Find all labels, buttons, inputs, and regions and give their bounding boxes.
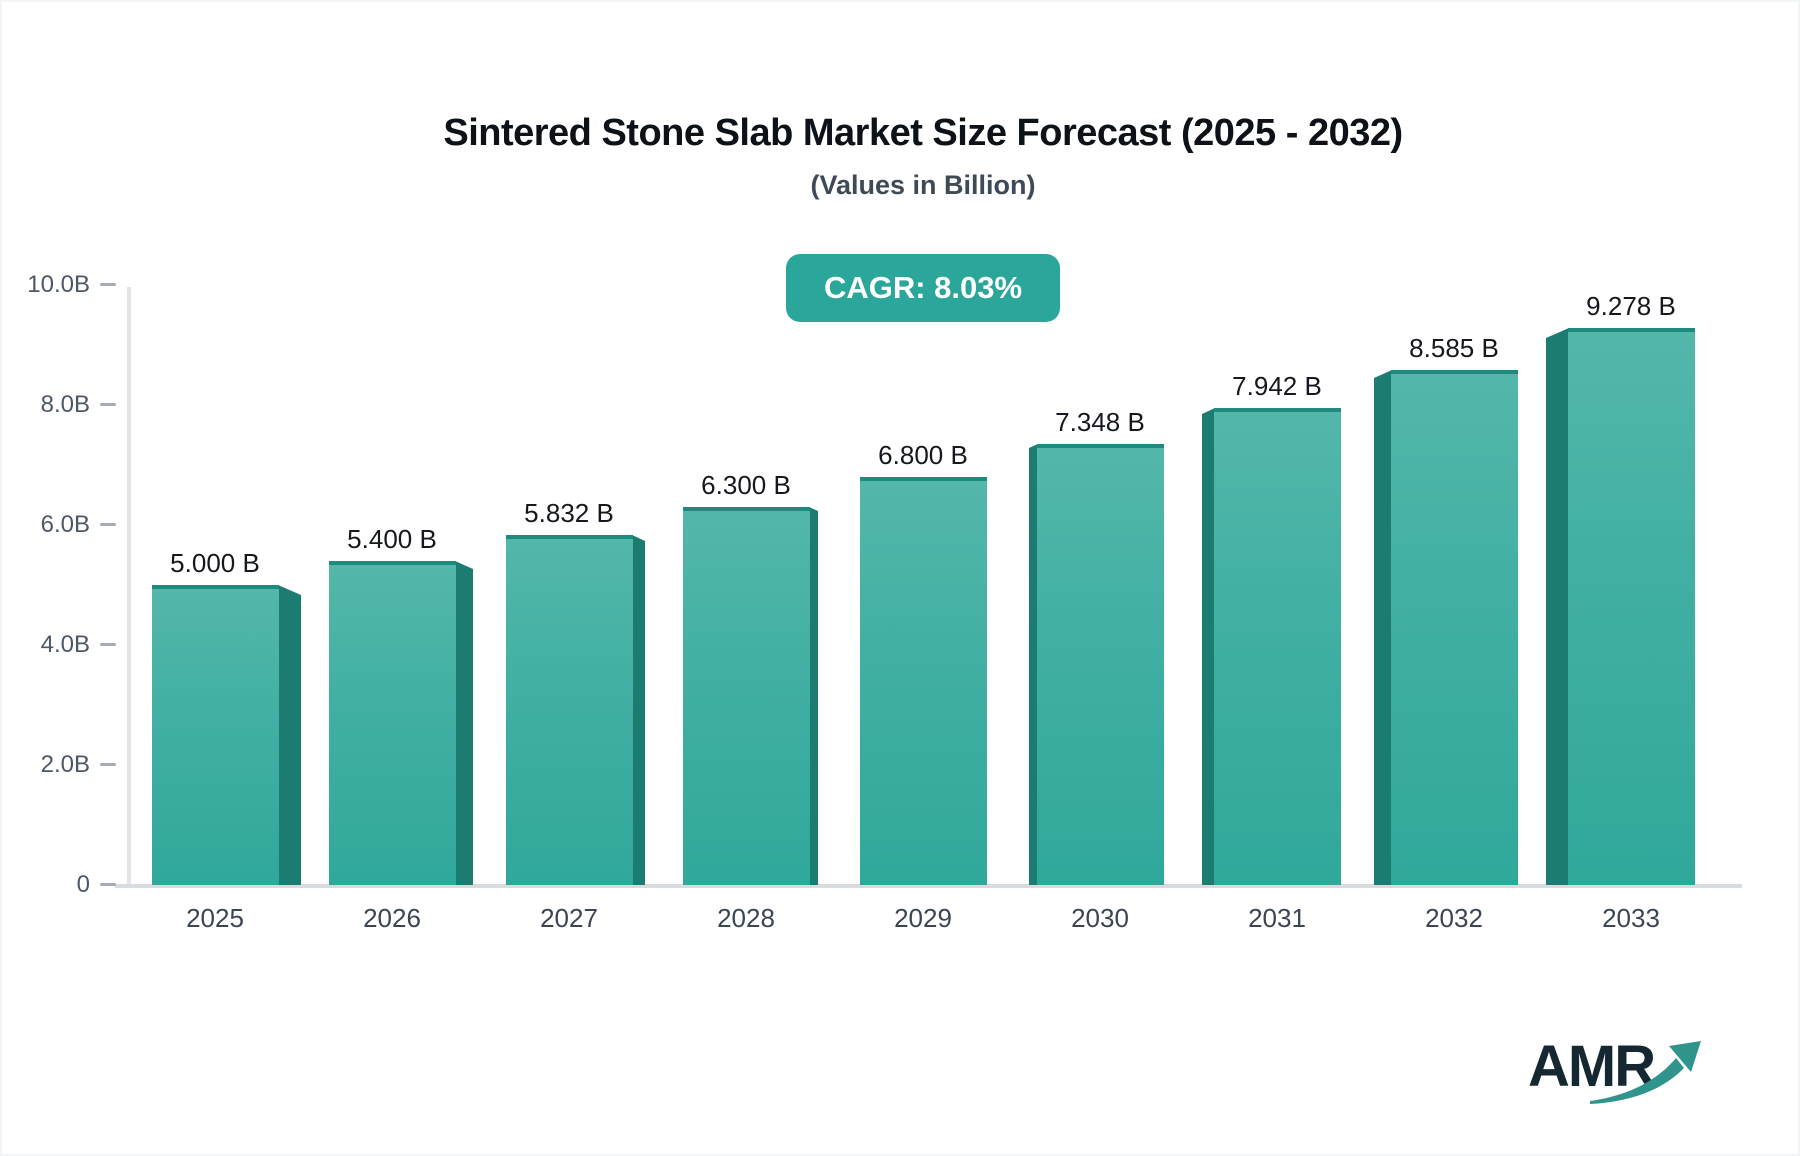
chart-title: Sintered Stone Slab Market Size Forecast…: [443, 112, 1403, 154]
bar-side-face: [1029, 444, 1038, 885]
y-tick-label: 0: [76, 871, 90, 898]
bar-side-face: [455, 561, 473, 885]
bar-value-label: 6.800 B: [878, 440, 968, 470]
bar-side-face: [809, 507, 818, 885]
bar: [1568, 328, 1695, 885]
bar-value-label: 9.278 B: [1586, 291, 1676, 321]
y-tick-label: 4.0B: [40, 631, 90, 658]
bar-value-label: 7.348 B: [1055, 407, 1145, 437]
bar: [1037, 444, 1164, 885]
y-tick-dash: [100, 883, 116, 886]
y-tick-dash: [100, 283, 116, 286]
y-tick-label: 2.0B: [40, 751, 90, 778]
x-tick-label: 2026: [363, 903, 421, 933]
y-tick-dash: [100, 523, 116, 526]
bar: [860, 477, 987, 885]
x-tick-label: 2031: [1248, 903, 1306, 933]
bar: [152, 585, 279, 885]
bar-side-face: [1374, 370, 1392, 885]
x-tick-label: 2027: [540, 903, 598, 933]
bar: [1214, 408, 1341, 885]
x-tick-label: 2030: [1071, 903, 1129, 933]
y-tick-label: 6.0B: [40, 511, 90, 538]
x-tick-label: 2025: [186, 903, 244, 933]
y-axis-line: [127, 287, 131, 887]
bar-side-face: [632, 535, 645, 885]
cagr-badge: CAGR: 8.03%: [786, 254, 1060, 322]
y-tick-dash: [100, 403, 116, 406]
x-tick-label: 2029: [894, 903, 952, 933]
bar-value-label: 6.300 B: [701, 470, 791, 500]
y-tick-dash: [100, 643, 116, 646]
bar-side-face: [278, 585, 301, 885]
brand-logo: AMR: [1528, 1034, 1656, 1108]
bar-value-label: 7.942 B: [1232, 371, 1322, 401]
bar: [329, 561, 456, 885]
bar-side-face: [1202, 408, 1215, 885]
y-tick-label: 8.0B: [40, 391, 90, 418]
brand-logo-text: AMR: [1528, 1034, 1656, 1099]
bar: [506, 535, 633, 885]
bar-value-label: 5.832 B: [524, 498, 614, 528]
y-tick-label: 10.0B: [27, 271, 90, 298]
x-tick-label: 2033: [1602, 903, 1660, 933]
bar-value-label: 8.585 B: [1409, 333, 1499, 363]
x-tick-label: 2028: [717, 903, 775, 933]
logo-arrow-icon: [1590, 1041, 1701, 1104]
x-tick-label: 2032: [1425, 903, 1483, 933]
bar-side-face: [1546, 328, 1569, 885]
x-axis-line: [115, 884, 1742, 888]
bar: [1391, 370, 1518, 885]
bar: [683, 507, 810, 885]
y-tick-dash: [100, 763, 116, 766]
chart-subtitle: (Values in Billion): [810, 170, 1036, 200]
bar-value-label: 5.000 B: [170, 548, 260, 578]
bar-value-label: 5.400 B: [347, 524, 437, 554]
